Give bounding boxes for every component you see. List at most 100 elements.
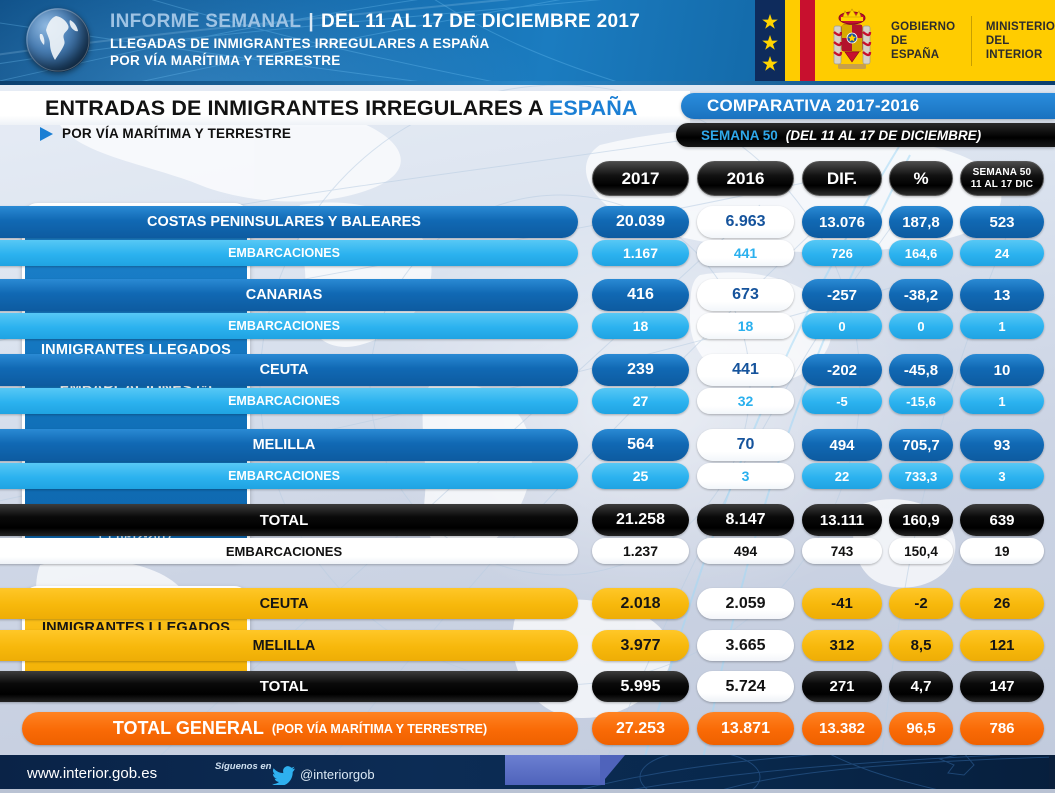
globe-icon (26, 8, 90, 72)
grand-total-cell: 96,5 (889, 712, 953, 745)
main-title-band: ENTRADAS DE INMIGRANTES IRREGULARES A ES… (0, 91, 690, 125)
table-cell: 27 (592, 388, 689, 414)
table-cell: 18 (697, 313, 794, 339)
footer-baseline (0, 789, 1055, 793)
table-cell: 0 (802, 313, 882, 339)
footer-twitter-handle[interactable]: @interiorgob (300, 767, 375, 782)
column-header-2016: 2016 (697, 161, 794, 196)
total-cell: 494 (697, 538, 794, 564)
total-row-label: TOTAL (0, 671, 578, 702)
branding-divider (971, 15, 972, 66)
footer-right-strip (1049, 755, 1055, 793)
table-cell: 673 (697, 279, 794, 311)
table-cell: 13.076 (802, 206, 882, 238)
triangle-right-icon (40, 126, 53, 141)
total-cell: 150,4 (889, 538, 953, 564)
table-cell: 20.039 (592, 206, 689, 238)
twitter-bird-icon[interactable] (272, 766, 296, 785)
gobierno-label: GOBIERNO DE ESPAÑA (891, 20, 956, 61)
table-row-label: EMBARCACIONES (0, 388, 578, 414)
total-cell: 5.724 (697, 671, 794, 702)
total-cell: 147 (960, 671, 1044, 702)
comparative-banner: COMPARATIVA 2017-2016 (681, 93, 1055, 119)
table-cell: 93 (960, 429, 1044, 461)
header-subtitle-1: LLEGADAS DE INMIGRANTES IRREGULARES A ES… (110, 36, 490, 51)
total-cell: 13.111 (802, 504, 882, 536)
table-cell: 10 (960, 354, 1044, 386)
footer-lines (565, 755, 1055, 793)
table-cell: -45,8 (889, 354, 953, 386)
table-cell: 22 (802, 463, 882, 489)
table-cell: 70 (697, 429, 794, 461)
table-cell: 1 (960, 388, 1044, 414)
total-cell: 271 (802, 671, 882, 702)
header-text-block: INFORME SEMANAL | DEL 11 AL 17 DE DICIEMBR… (110, 11, 640, 69)
total-cell: 8.147 (697, 504, 794, 536)
table-cell: 3 (960, 463, 1044, 489)
footer-accent-wedge (600, 755, 625, 785)
table-cell: -15,6 (889, 388, 953, 414)
table-cell: 6.963 (697, 206, 794, 238)
total-cell: 5.995 (592, 671, 689, 702)
table-row-label: MELILLA (0, 429, 578, 461)
footer-url[interactable]: www.interior.gob.es (27, 765, 158, 782)
table-cell: 25 (592, 463, 689, 489)
ministerio-label: MINISTERIO DEL INTERIOR (985, 20, 1055, 61)
total-cell: 19 (960, 538, 1044, 564)
header-underline (0, 81, 1055, 85)
total-cell: 1.237 (592, 538, 689, 564)
footer-accent-plate (505, 755, 605, 785)
government-branding: GOBIERNO DE ESPAÑA MINISTERIO DEL INTERI… (755, 0, 1055, 81)
column-header-pct: % (889, 161, 953, 196)
header-subtitle-2: POR VÍA MARÍTIMA Y TERRESTRE (110, 53, 341, 68)
table-cell: 187,8 (889, 206, 953, 238)
table-cell: 312 (802, 630, 882, 661)
table-cell: 2.018 (592, 588, 689, 619)
grand-total-cell: 27.253 (592, 712, 689, 745)
table-cell: 164,6 (889, 240, 953, 266)
table-cell: 18 (592, 313, 689, 339)
table-row-label: COSTAS PENINSULARES Y BALEARES (0, 206, 578, 238)
table-cell: -257 (802, 279, 882, 311)
total-cell: 160,9 (889, 504, 953, 536)
subtitle-text: POR VÍA MARÍTIMA Y TERRESTRE (62, 126, 292, 141)
table-cell: 441 (697, 354, 794, 386)
table-cell: 705,7 (889, 429, 953, 461)
report-title: INFORME SEMANAL (110, 11, 302, 32)
grand-total-cell: 13.382 (802, 712, 882, 745)
table-cell: 3.665 (697, 630, 794, 661)
grand-total-cell: 13.871 (697, 712, 794, 745)
table-cell: 3 (697, 463, 794, 489)
page-subtitle: POR VÍA MARÍTIMA Y TERRESTRE (40, 126, 291, 141)
spain-eu-flag-icon (755, 0, 815, 81)
title-separator: | (308, 11, 314, 32)
table-cell: 494 (802, 429, 882, 461)
column-header-week: SEMANA 50 11 AL 17 DIC (960, 161, 1044, 196)
grand-total-cell: 786 (960, 712, 1044, 745)
grand-total-label: TOTAL GENERAL (POR VÍA MARÍTIMA Y TERREST… (22, 712, 578, 745)
table-cell: 1 (960, 313, 1044, 339)
column-header-dif: DIF. (802, 161, 882, 196)
table-cell: 416 (592, 279, 689, 311)
total-row-label: TOTAL (0, 504, 578, 536)
table-cell: -41 (802, 588, 882, 619)
table-cell: -2 (889, 588, 953, 619)
table-cell: 3.977 (592, 630, 689, 661)
table-cell: 441 (697, 240, 794, 266)
report-dates: DEL 11 AL 17 DE DICIEMBRE 2017 (320, 11, 641, 32)
table-cell: 26 (960, 588, 1044, 619)
table-row-label: EMBARCACIONES (0, 240, 578, 266)
week-range-label: (DEL 11 AL 17 DE DICIEMBRE) (785, 127, 982, 143)
table-row-label: MELILLA (0, 630, 578, 661)
table-cell: 8,5 (889, 630, 953, 661)
table-row-label: CANARIAS (0, 279, 578, 311)
week-banner: SEMANA 50 (DEL 11 AL 17 DE DICIEMBRE) (676, 123, 1055, 147)
table-cell: -5 (802, 388, 882, 414)
table-cell: 564 (592, 429, 689, 461)
table-row-label: EMBARCACIONES (0, 313, 578, 339)
table-cell: 1.167 (592, 240, 689, 266)
table-cell: 24 (960, 240, 1044, 266)
table-row-label: EMBARCACIONES (0, 463, 578, 489)
total-cell: 743 (802, 538, 882, 564)
